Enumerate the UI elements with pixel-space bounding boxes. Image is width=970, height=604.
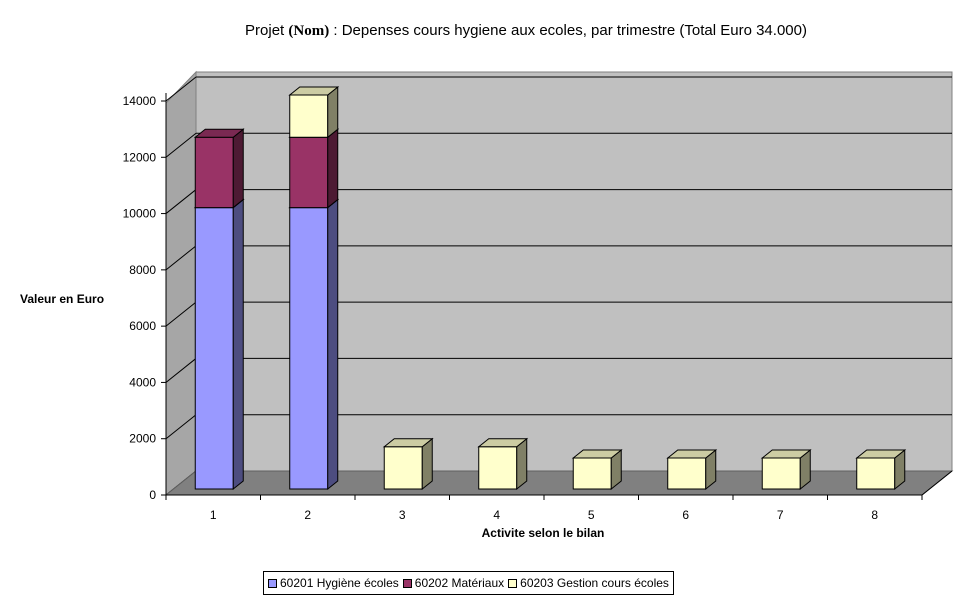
floor-edge (921, 470, 953, 496)
bar-side (232, 198, 244, 491)
bar-segment (288, 85, 340, 139)
legend-label: 60201 Hygiène écoles (280, 576, 399, 590)
x-tick-label: 7 (777, 508, 784, 522)
bar-face (289, 207, 329, 490)
bar-segment (288, 128, 340, 209)
gridline-side (165, 245, 197, 271)
y-tick-label: 0 (149, 488, 156, 502)
gridline-side (165, 301, 197, 327)
y-tick-label: 4000 (129, 375, 156, 389)
y-axis-label: Valeur en Euro (20, 292, 105, 306)
plot-floor (164, 470, 954, 496)
x-tick-label: 2 (304, 508, 311, 522)
x-tick-label: 5 (588, 508, 595, 522)
y-tick-label: 8000 (129, 263, 156, 277)
y-tick-label: 2000 (129, 432, 156, 446)
bar-side (327, 198, 339, 491)
axes (161, 93, 953, 500)
title-prefix: Projet (245, 22, 289, 39)
title-nom: (Nom) (288, 23, 330, 39)
gridline-side (165, 132, 197, 158)
gridline-side (165, 189, 197, 214)
chart-title: Projet (Nom) : Depenses cours hygiene au… (0, 22, 970, 40)
y-tick-label: 14000 (123, 94, 157, 108)
x-axis-label: Activite selon le bilan (481, 526, 605, 540)
legend-label: 60203 Gestion cours écoles (520, 576, 669, 590)
x-tick-label: 6 (682, 508, 689, 522)
bar-top (288, 86, 340, 96)
legend-item: 60203 Gestion cours écoles (508, 576, 669, 590)
bar-side (516, 437, 528, 491)
bar-face (383, 446, 423, 490)
bar-segment (571, 449, 623, 491)
bar-face (667, 457, 707, 490)
gridline-side (165, 414, 197, 440)
legend-item: 60201 Hygiène écoles (268, 576, 399, 590)
floor-surface (164, 470, 954, 496)
bar-segment (477, 437, 529, 491)
bar-face (856, 457, 896, 490)
y-tick-label: 12000 (123, 150, 157, 164)
legend-swatch (508, 578, 518, 588)
bar-segment (193, 198, 245, 491)
y-tick-label: 6000 (129, 319, 156, 333)
bar-face (761, 457, 801, 490)
bar-segment (382, 437, 434, 491)
x-tick-label: 8 (871, 508, 878, 522)
bar-face (289, 136, 329, 209)
title-suffix: : Depenses cours hygiene aux ecoles, par… (329, 22, 807, 39)
bar-side (327, 85, 339, 139)
bar-face (289, 94, 329, 138)
legend-swatch (402, 578, 412, 588)
x-tick-label: 4 (493, 508, 500, 522)
bar-top (760, 449, 812, 459)
bar-side (327, 128, 339, 209)
bar-segment (855, 449, 907, 491)
gridline-side (165, 358, 197, 383)
bar-face (194, 207, 234, 490)
bar-segment (666, 449, 718, 491)
bar-top (193, 128, 245, 138)
x-tick-label: 1 (210, 508, 217, 522)
bars (193, 85, 907, 491)
bar-face (478, 446, 518, 490)
gridline-side (165, 76, 197, 102)
bar-top (855, 449, 907, 459)
y-tick-labels: 0 2000 4000 6000 8000 10000 12000 14000 (123, 94, 157, 502)
bar-top (477, 438, 529, 448)
bar-segment (193, 128, 245, 209)
y-tick-label: 10000 (123, 207, 157, 221)
plot-area (165, 70, 953, 497)
x-tick-labels: 1 2 3 4 5 6 7 8 (210, 508, 879, 522)
bar-side (421, 437, 433, 491)
bar-face (572, 457, 612, 490)
legend: 60201 Hygiène écoles 60202 Matériaux 60203… (263, 571, 674, 595)
bar-top (666, 449, 718, 459)
bar-face (194, 136, 234, 209)
legend-item: 60202 Matériaux (402, 576, 505, 590)
bar-segment (760, 449, 812, 491)
x-tick-label: 3 (399, 508, 406, 522)
legend-label: 60202 Matériaux (414, 576, 505, 590)
side-wall (165, 70, 197, 497)
bar-top (382, 438, 434, 448)
bar-segment (288, 198, 340, 491)
bar-top (571, 449, 623, 459)
legend-swatch (268, 578, 277, 588)
bar-side (232, 128, 244, 209)
